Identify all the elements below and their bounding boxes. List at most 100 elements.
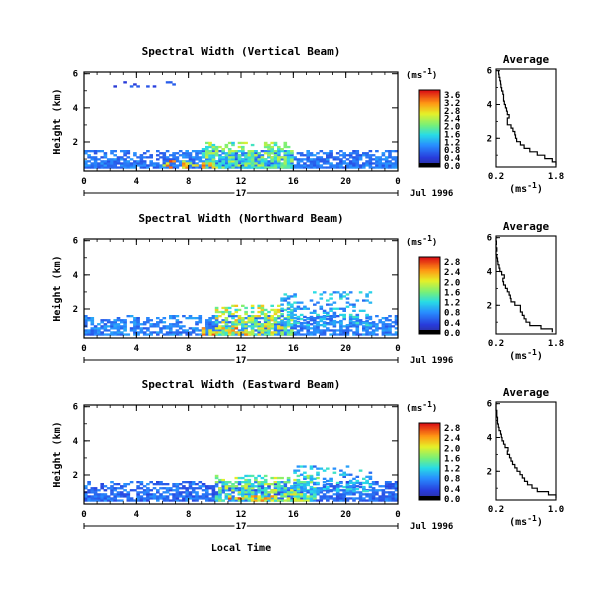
heatmap-cell bbox=[231, 489, 235, 492]
heatmap-cell bbox=[106, 329, 111, 332]
heatmap-cell bbox=[211, 145, 216, 149]
heatmap-cell bbox=[299, 333, 304, 336]
heatmap-cell bbox=[84, 493, 88, 496]
heatmap-cell bbox=[113, 497, 117, 500]
colorbar-swatch bbox=[419, 156, 440, 159]
heatmap-cell bbox=[185, 166, 189, 169]
heatmap-cell bbox=[352, 309, 356, 312]
heatmap-cell bbox=[280, 303, 284, 306]
heatmap-cell bbox=[149, 481, 153, 484]
heatmap-cell bbox=[348, 152, 353, 155]
heatmap-cell bbox=[313, 491, 317, 494]
heatmap-cell bbox=[146, 321, 150, 324]
heatmap-cell bbox=[303, 465, 307, 468]
heatmap-cell bbox=[267, 164, 271, 167]
heatmap-cell bbox=[319, 297, 324, 300]
heatmap-cell bbox=[257, 495, 261, 498]
heatmap-cell bbox=[241, 166, 245, 169]
heatmap-cell bbox=[129, 158, 134, 161]
heatmap-cell bbox=[178, 483, 183, 486]
heatmap-cell bbox=[273, 158, 278, 161]
heatmap-cell bbox=[309, 327, 314, 330]
heatmap-cell bbox=[335, 483, 340, 486]
colorbar-swatch bbox=[419, 462, 440, 465]
heatmap-cell bbox=[218, 164, 222, 167]
heatmap-cell bbox=[303, 325, 307, 328]
x-tick-label: 16 bbox=[288, 177, 299, 187]
heatmap-cell bbox=[241, 331, 245, 334]
heatmap-cell bbox=[384, 329, 389, 332]
heatmap-cell bbox=[348, 317, 353, 320]
heatmap-cell bbox=[100, 333, 104, 336]
heatmap-cell bbox=[329, 483, 333, 486]
heatmap-cell bbox=[319, 160, 324, 163]
heatmap-cell bbox=[231, 333, 235, 336]
colorbar-swatch bbox=[419, 493, 440, 496]
heatmap-cell bbox=[149, 493, 153, 496]
heatmap-cell bbox=[286, 152, 291, 155]
colorbar-swatch bbox=[419, 447, 440, 450]
heatmap-cell bbox=[286, 319, 291, 323]
heatmap-cell bbox=[319, 158, 324, 161]
heatmap-cell bbox=[185, 160, 189, 163]
heatmap-cell bbox=[388, 331, 392, 334]
heatmap-cell bbox=[358, 158, 363, 161]
heatmap-cell bbox=[198, 164, 203, 167]
x-tick-label: 0 bbox=[395, 344, 400, 354]
heatmap-cell bbox=[188, 158, 193, 161]
panel-2: Spectral Width (Northward Beam)Height (k… bbox=[51, 212, 564, 368]
colorbar-swatch bbox=[419, 460, 440, 462]
heatmap-cell bbox=[270, 483, 274, 486]
heatmap-cell bbox=[100, 493, 104, 496]
heatmap-cell bbox=[306, 156, 310, 159]
heatmap-cell bbox=[286, 145, 291, 149]
heatmap-cell bbox=[306, 490, 310, 493]
heatmap-cell bbox=[237, 319, 242, 322]
heatmap-cell bbox=[371, 154, 376, 157]
heatmap-cell bbox=[283, 158, 288, 161]
heatmap-cell bbox=[136, 333, 140, 336]
heatmap-cell bbox=[257, 489, 261, 492]
heatmap-cell bbox=[342, 331, 346, 334]
heatmap-cell bbox=[267, 162, 271, 165]
heatmap-cell bbox=[329, 323, 333, 326]
heatmap-cell bbox=[237, 166, 242, 169]
heatmap-cell bbox=[263, 166, 268, 169]
heatmap-cell bbox=[362, 162, 366, 165]
heatmap-cell bbox=[227, 166, 232, 169]
heatmap-cell bbox=[90, 150, 95, 153]
heatmap-cell bbox=[188, 491, 193, 494]
heatmap-cell bbox=[326, 495, 330, 498]
heatmap-cell bbox=[319, 329, 324, 332]
heatmap-cell bbox=[342, 333, 346, 336]
heatmap-cell bbox=[244, 306, 248, 310]
heatmap-cell bbox=[191, 317, 196, 320]
heatmap-cell bbox=[188, 160, 193, 163]
heatmap-cell bbox=[293, 156, 297, 159]
heatmap-cell bbox=[224, 481, 229, 484]
heatmap-cell bbox=[286, 491, 291, 494]
heatmap-cell bbox=[136, 323, 140, 326]
heatmap-cell bbox=[205, 158, 209, 161]
heatmap-cell bbox=[257, 166, 261, 169]
heatmap-cell bbox=[182, 166, 186, 169]
heatmap-cell bbox=[358, 493, 363, 496]
heatmap-cell bbox=[133, 160, 137, 163]
heatmap-cell bbox=[162, 497, 167, 500]
heatmap-cell bbox=[391, 150, 396, 153]
heatmap-cell bbox=[110, 160, 114, 163]
heatmap-cell bbox=[136, 493, 140, 496]
heatmap-cell bbox=[260, 495, 265, 498]
heatmap-cell bbox=[273, 491, 278, 494]
heatmap-cell bbox=[342, 499, 346, 502]
heatmap-cell bbox=[191, 497, 196, 500]
heatmap-cell bbox=[113, 331, 117, 334]
heatmap-cell bbox=[352, 497, 356, 500]
date-label: Jul 1996 bbox=[410, 189, 453, 199]
heatmap-cell bbox=[234, 308, 239, 312]
heatmap-cell bbox=[93, 160, 98, 163]
heatmap-cell bbox=[113, 495, 117, 498]
heatmap-cell bbox=[273, 487, 278, 490]
heatmap-cell bbox=[90, 323, 95, 326]
heatmap-cell bbox=[241, 325, 245, 328]
